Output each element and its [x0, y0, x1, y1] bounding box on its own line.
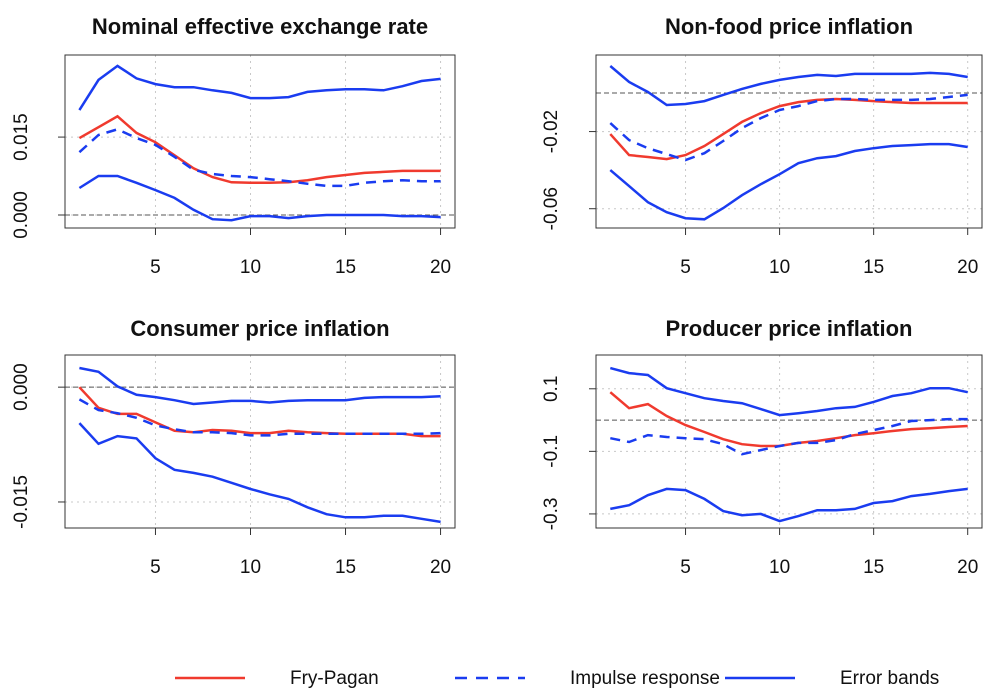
legend-label: Impulse response	[570, 668, 720, 689]
chart-title: Non-food price inflation	[665, 14, 913, 39]
x-tick-label: 10	[769, 257, 790, 278]
y-tick-label: 0.015	[11, 113, 32, 161]
series-line	[610, 487, 968, 523]
x-tick-label: 10	[769, 557, 790, 578]
y-tick-label: -0.1	[541, 435, 562, 468]
x-tick-label: 20	[430, 557, 451, 578]
series-line	[78, 127, 441, 188]
x-tick-label: 10	[240, 257, 261, 278]
chart-title: Producer price inflation	[666, 316, 913, 341]
y-tick-label: -0.3	[541, 498, 562, 531]
series-line	[609, 93, 968, 162]
series-line	[609, 65, 968, 107]
x-tick-label: 5	[680, 557, 691, 578]
chart-title: Consumer price inflation	[130, 316, 389, 341]
plot-frame	[64, 54, 456, 229]
series-line	[609, 391, 968, 448]
series-line	[79, 366, 441, 406]
series-line	[78, 398, 441, 437]
plot-frame	[595, 354, 983, 529]
series-line	[78, 64, 441, 111]
plot-frame	[64, 354, 456, 529]
y-tick-label: -0.02	[541, 110, 562, 153]
series-line	[78, 114, 441, 185]
chart-title: Nominal effective exchange rate	[92, 14, 428, 39]
plot-frame	[595, 54, 983, 229]
series-line	[609, 142, 968, 221]
legend-label: Fry-Pagan	[290, 668, 379, 689]
x-tick-label: 10	[240, 557, 261, 578]
y-tick-label: 0.1	[541, 376, 562, 402]
legend-label: Error bands	[840, 668, 939, 689]
y-tick-label: -0.06	[541, 187, 562, 230]
x-tick-label: 15	[863, 557, 884, 578]
x-tick-label: 20	[957, 257, 978, 278]
x-tick-label: 15	[863, 257, 884, 278]
y-tick-label: 0.000	[11, 191, 32, 239]
series-line	[610, 417, 968, 456]
x-tick-label: 5	[150, 557, 161, 578]
series-line	[78, 174, 441, 222]
y-tick-label: 0.000	[11, 363, 32, 411]
series-line	[609, 97, 968, 161]
series-line	[78, 422, 441, 524]
x-tick-label: 20	[430, 257, 451, 278]
x-tick-label: 5	[680, 257, 691, 278]
x-tick-label: 15	[335, 257, 356, 278]
y-tick-label: -0.015	[11, 475, 32, 529]
x-tick-label: 20	[957, 557, 978, 578]
x-tick-label: 5	[150, 257, 161, 278]
series-line	[609, 366, 968, 417]
x-tick-label: 15	[335, 557, 356, 578]
